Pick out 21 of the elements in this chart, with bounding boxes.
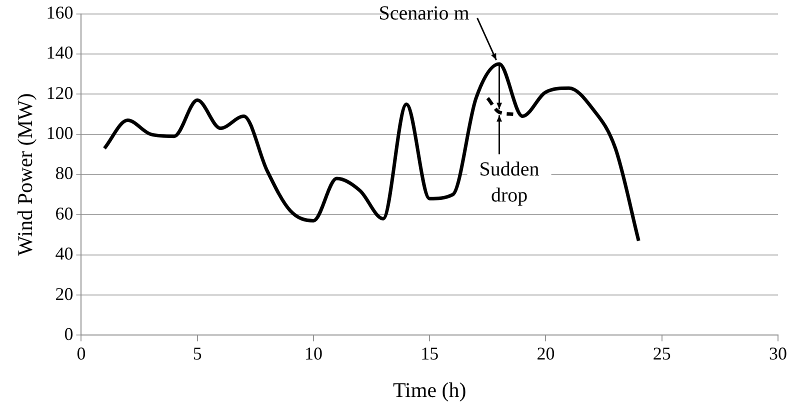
x-tick-label: 5 <box>192 344 202 364</box>
y-tick-label: 120 <box>46 82 74 103</box>
y-tick-label: 160 <box>46 2 74 23</box>
x-tick-label: 30 <box>769 344 787 364</box>
y-tick-label: 100 <box>46 123 74 144</box>
y-tick-label: 140 <box>46 42 74 63</box>
y-tick-label: 40 <box>55 244 74 264</box>
x-tick-label: 0 <box>76 344 86 364</box>
x-axis-title: Time (h) <box>392 378 466 402</box>
y-axis-title: Wind Power (MW) <box>13 93 38 256</box>
x-tick-label: 25 <box>652 344 671 364</box>
annotation: Scenario m <box>378 2 470 24</box>
x-tick-label: 10 <box>304 344 322 364</box>
x-tick-label: 20 <box>536 344 555 364</box>
annotation: Sudden drop <box>479 158 540 206</box>
y-tick-label: 0 <box>64 324 74 344</box>
y-tick-label: 20 <box>55 284 74 304</box>
y-tick-label: 80 <box>55 163 74 184</box>
line-series <box>102 62 640 243</box>
x-tick-label: 15 <box>420 344 439 364</box>
y-tick-label: 60 <box>55 203 74 224</box>
